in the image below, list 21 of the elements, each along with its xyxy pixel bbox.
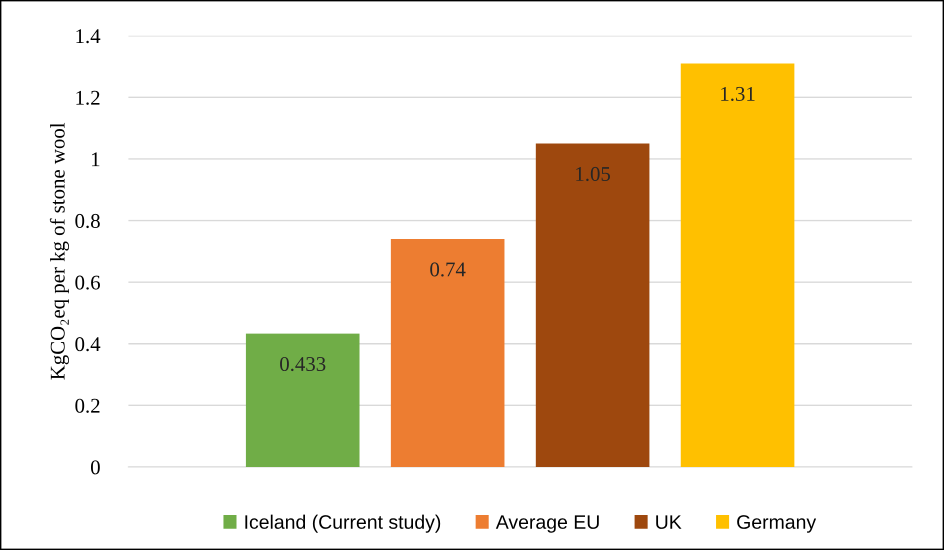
- data-label: 1.31: [721, 86, 755, 101]
- data-label: 0.433: [280, 356, 326, 372]
- y-tick-label: 0: [90, 460, 100, 474]
- bar: [390, 239, 504, 467]
- y-tick-label: 0.8: [75, 214, 100, 228]
- bar: [536, 144, 650, 467]
- y-tick-label: 1.4: [76, 29, 100, 44]
- y-tick-label: 0.4: [75, 337, 100, 352]
- legend-label: Iceland (Current study): [245, 514, 440, 533]
- legend-label: UK: [656, 515, 682, 529]
- bar: [680, 63, 794, 467]
- legend-label: Germany: [737, 515, 816, 533]
- y-tick-label: 0.2: [75, 398, 100, 413]
- data-label: 0.74: [430, 262, 466, 277]
- bar: [246, 334, 360, 467]
- y-axis-title: KgCO₂eq per kg of stone wool: [50, 122, 70, 380]
- legend-label: Average EU: [496, 515, 599, 533]
- y-tick-label: 1.2: [76, 90, 100, 105]
- y-tick-label: 1: [92, 152, 100, 166]
- y-tick-label: 0.6: [75, 276, 100, 290]
- data-label: 1.05: [576, 166, 610, 182]
